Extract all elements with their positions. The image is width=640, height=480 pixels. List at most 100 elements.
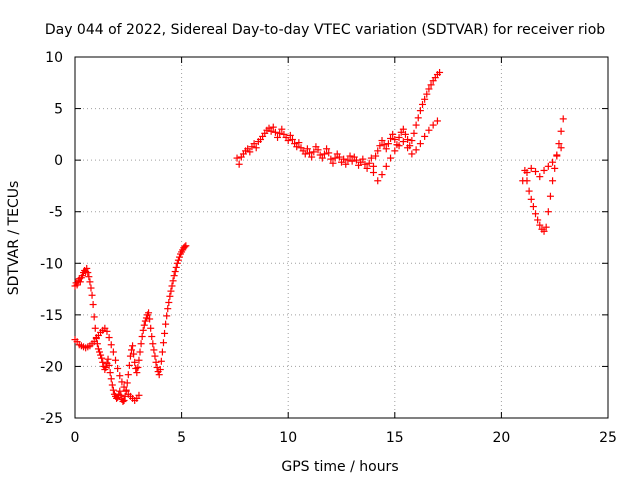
- data-point: [170, 272, 178, 280]
- data-point: [399, 138, 407, 146]
- data-point: [329, 159, 337, 167]
- data-point: [182, 242, 190, 250]
- data-point: [293, 143, 301, 151]
- data-point: [114, 364, 122, 372]
- data-point: [408, 137, 416, 145]
- data-point: [278, 125, 286, 133]
- x-tick-label: 0: [71, 430, 80, 446]
- data-point: [529, 203, 537, 211]
- data-point: [76, 278, 84, 286]
- data-point: [250, 140, 258, 148]
- data-point: [120, 383, 128, 391]
- data-point: [320, 150, 328, 158]
- data-point: [152, 358, 160, 366]
- data-point: [120, 396, 128, 404]
- data-point: [310, 148, 318, 156]
- data-point: [325, 149, 333, 157]
- data-point: [106, 369, 114, 377]
- data-point: [419, 100, 427, 108]
- data-point: [133, 369, 141, 377]
- data-point: [165, 298, 173, 306]
- data-point: [149, 340, 157, 348]
- data-point: [140, 321, 148, 329]
- data-point: [540, 227, 548, 235]
- data-point: [378, 171, 386, 179]
- data-point: [532, 167, 540, 175]
- data-point: [335, 153, 343, 161]
- data-point: [155, 371, 163, 379]
- data-point: [382, 145, 390, 153]
- data-point: [421, 132, 429, 140]
- data-point: [308, 153, 316, 161]
- data-point: [536, 221, 544, 229]
- data-point: [145, 309, 153, 317]
- data-point: [162, 320, 170, 328]
- data-point: [363, 164, 371, 172]
- data-point: [164, 305, 172, 313]
- data-point: [174, 256, 182, 264]
- data-point: [527, 164, 535, 172]
- data-point: [391, 147, 399, 155]
- data-point: [408, 150, 416, 158]
- data-point: [148, 333, 156, 341]
- data-point: [284, 137, 292, 145]
- data-point: [288, 136, 296, 144]
- data-point: [412, 146, 420, 154]
- data-point: [532, 210, 540, 218]
- data-point: [159, 339, 167, 347]
- data-point: [540, 166, 548, 174]
- data-point: [109, 348, 117, 356]
- y-tick-label: 5: [54, 102, 63, 118]
- data-point: [116, 372, 124, 380]
- data-point: [135, 391, 143, 399]
- data-point: [163, 312, 171, 320]
- data-point: [109, 386, 117, 394]
- data-point: [295, 139, 303, 147]
- data-point: [389, 130, 397, 138]
- data-point: [374, 177, 382, 185]
- data-point: [85, 273, 93, 281]
- data-point: [139, 326, 147, 334]
- data-point: [399, 125, 407, 133]
- data-point: [369, 162, 377, 170]
- x-tick-label: 25: [599, 430, 617, 446]
- y-tick-label: -10: [40, 256, 63, 272]
- data-point: [86, 278, 94, 286]
- data-point: [112, 356, 120, 364]
- data-point: [168, 282, 176, 290]
- data-point: [352, 156, 360, 164]
- data-point: [391, 136, 399, 144]
- data-point: [410, 129, 418, 137]
- data-point: [246, 148, 254, 156]
- data-point: [303, 145, 311, 153]
- data-point: [104, 355, 112, 363]
- data-point: [433, 117, 441, 125]
- data-point: [523, 169, 531, 177]
- data-point: [103, 327, 111, 335]
- data-point: [147, 324, 155, 332]
- data-point: [401, 130, 409, 138]
- data-point: [425, 126, 433, 134]
- data-point: [382, 162, 390, 170]
- data-point: [549, 158, 557, 166]
- data-point: [269, 123, 277, 131]
- data-point: [78, 272, 86, 280]
- y-tick-label: -25: [40, 411, 63, 427]
- data-point: [131, 358, 139, 366]
- data-point: [404, 144, 412, 152]
- data-point: [87, 284, 95, 292]
- data-point: [404, 136, 412, 144]
- data-point: [97, 351, 105, 359]
- data-point: [342, 160, 350, 168]
- plot-frame: [74, 56, 609, 419]
- data-point: [274, 133, 282, 141]
- data-point: [91, 324, 99, 332]
- data-point: [301, 150, 309, 158]
- data-point: [555, 140, 563, 148]
- data-point: [173, 259, 181, 267]
- data-point: [525, 187, 533, 195]
- x-tick-label: 10: [279, 430, 297, 446]
- data-point: [129, 342, 137, 350]
- grid-lines: [75, 57, 608, 418]
- data-point: [427, 81, 435, 89]
